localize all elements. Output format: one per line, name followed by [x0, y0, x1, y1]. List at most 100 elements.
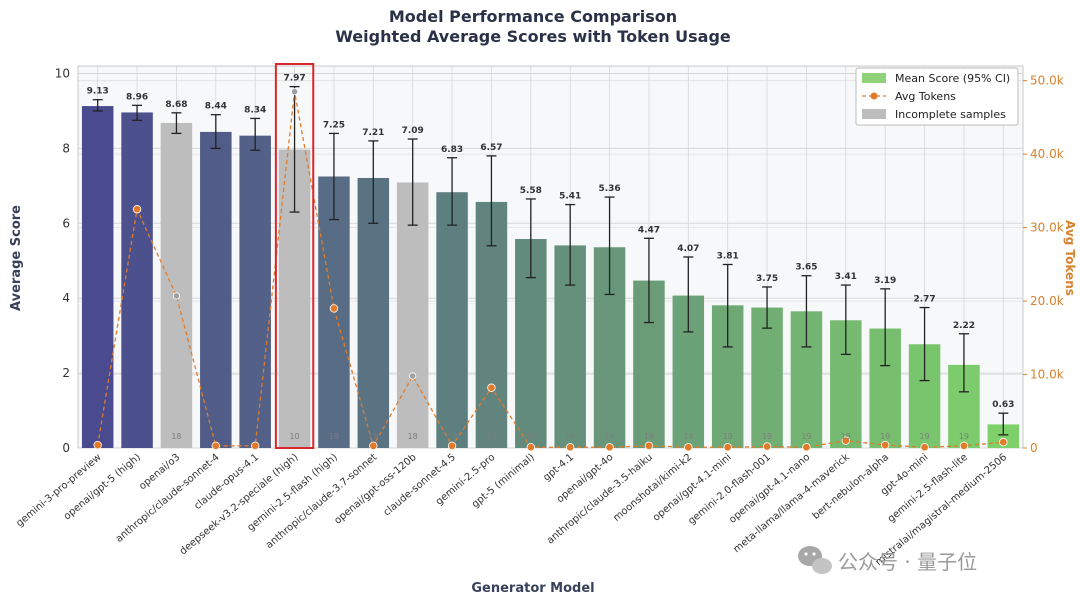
value-label: 5.41 — [559, 192, 581, 202]
y2-tick-label: 50.0k — [1030, 74, 1064, 88]
sample-count-label: 19 — [683, 432, 693, 441]
error-bars-group — [92, 85, 1009, 436]
chart-title: Model Performance Comparison — [389, 7, 677, 26]
x-tick-label: openai/gpt-5 (high) — [62, 452, 143, 523]
token-point — [999, 437, 1008, 447]
value-label: 7.97 — [283, 74, 305, 84]
value-label: 8.96 — [126, 92, 148, 102]
bar — [160, 122, 193, 449]
y2-axis-label: Avg Tokens — [1063, 220, 1077, 296]
wechat-icon — [798, 546, 832, 574]
value-label: 4.07 — [677, 244, 699, 254]
token-point — [762, 442, 772, 451]
y2-tick-label: 40.0k — [1030, 147, 1064, 161]
token-point — [605, 443, 614, 452]
token-point — [644, 441, 654, 450]
sample-count-label: 18 — [171, 432, 181, 441]
bar — [987, 424, 1020, 448]
bar — [396, 182, 429, 449]
value-label: 7.09 — [402, 126, 424, 136]
chart-subtitle: Weighted Average Scores with Token Usage — [335, 27, 731, 46]
sample-count-label: 10 — [289, 432, 299, 441]
bar — [200, 131, 232, 448]
value-label: 2.22 — [953, 321, 975, 331]
token-point — [920, 443, 929, 452]
x-tick-label: claude-sonnet-4.5 — [382, 452, 458, 519]
value-label: 8.68 — [165, 100, 187, 110]
sample-count-label: 19 — [486, 432, 496, 441]
bar — [751, 307, 783, 448]
token-point — [290, 88, 299, 96]
sample-count-label: 19 — [919, 432, 929, 441]
value-label: 8.34 — [244, 105, 266, 115]
token-point — [841, 436, 851, 445]
sample-count-label: 18 — [408, 432, 418, 441]
value-label: 6.83 — [441, 145, 463, 155]
sample-count-label: 19 — [329, 432, 339, 441]
token-series-line — [97, 91, 1004, 448]
x-tick-label: gpt-4.1 — [541, 452, 576, 484]
value-label: 3.19 — [874, 276, 896, 286]
legend-label-score: Mean Score (95% CI) — [895, 72, 1010, 85]
bar — [81, 106, 114, 449]
legend-label-incomplete: Incomplete samples — [895, 108, 1006, 121]
bar — [239, 135, 271, 449]
y2-tick-label: 30.0k — [1030, 221, 1064, 235]
sample-count-label: 19 — [880, 432, 890, 441]
token-point — [684, 443, 693, 452]
token-point — [487, 383, 496, 392]
value-label: 7.21 — [362, 128, 384, 138]
sample-count-label: 19 — [526, 432, 536, 441]
value-label: 7.25 — [323, 120, 345, 130]
x-axis-label: Generator Model — [471, 581, 594, 596]
token-point — [409, 372, 417, 380]
sample-count-label: 19 — [604, 432, 614, 441]
value-label: 3.41 — [835, 272, 857, 282]
value-label: 5.36 — [598, 184, 620, 194]
sample-count-label: 19 — [565, 432, 575, 441]
token-point — [802, 443, 811, 452]
sample-count-label: 19 — [368, 432, 378, 441]
sample-count-label: 19 — [644, 432, 654, 441]
y2-tick-label: 10.0k — [1030, 368, 1064, 382]
y-tick-label: 4 — [62, 291, 70, 305]
sample-count-label: 19 — [723, 432, 733, 441]
value-label: 2.77 — [913, 295, 935, 305]
legend-marker-tokens — [870, 92, 878, 100]
value-label: 3.65 — [795, 263, 817, 273]
value-label: 6.57 — [480, 143, 502, 153]
token-point — [880, 440, 890, 450]
value-label: 3.81 — [717, 251, 739, 261]
y2-tick-label: 20.0k — [1030, 294, 1064, 308]
token-point — [565, 443, 575, 452]
token-line-group — [93, 88, 1008, 452]
token-point — [211, 441, 221, 450]
value-label: 0.63 — [992, 400, 1014, 410]
y-tick-label: 2 — [62, 366, 70, 380]
token-point — [132, 205, 142, 214]
plot-area — [77, 65, 1024, 449]
y-tick-label: 10 — [55, 66, 70, 80]
bar — [436, 192, 468, 448]
legend-label-tokens: Avg Tokens — [895, 90, 956, 103]
token-point — [329, 304, 339, 313]
sample-count-label: 19 — [447, 432, 457, 441]
x-tick-label: bert-nebulon-alpha — [811, 452, 892, 522]
value-label: 5.58 — [520, 186, 542, 196]
value-label: 3.75 — [756, 274, 778, 284]
y2-tick-label: 0 — [1030, 441, 1038, 455]
token-point — [526, 443, 536, 452]
legend: Mean Score (95% CI) Avg Tokens Incomplet… — [855, 67, 1019, 126]
sample-count-label: 19 — [959, 432, 969, 441]
y-ticks-group: 0 2 4 6 8 10 0 10.0k 20.0k 30.0k 40.0k 50.0k — [55, 66, 1064, 455]
sample-count-label: 19 — [762, 432, 772, 441]
value-label: 9.13 — [87, 87, 109, 97]
watermark: 公众号 · 量子位 — [798, 546, 977, 574]
highlight-box — [274, 63, 315, 449]
token-point — [959, 441, 969, 450]
y-tick-label: 6 — [62, 216, 70, 230]
legend-swatch-incomplete — [862, 109, 886, 119]
bar — [121, 112, 153, 449]
